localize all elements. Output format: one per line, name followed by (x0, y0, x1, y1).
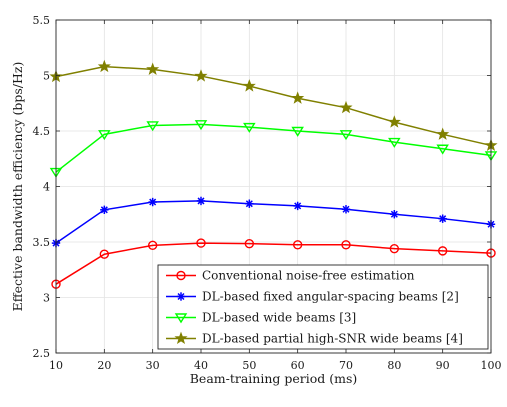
series-2-point (293, 201, 302, 211)
x-tick-label: 40 (194, 359, 208, 372)
legend-marker-3 (174, 313, 188, 324)
y-tick-label: 3.5 (33, 236, 51, 249)
series-4-point (436, 127, 450, 140)
series-1-point (389, 243, 400, 254)
legend-marker-4 (174, 331, 188, 345)
series-2-point (100, 205, 109, 215)
series-1-point (244, 238, 255, 249)
x-tick-label: 30 (146, 359, 160, 372)
x-tick-label: 100 (481, 359, 502, 372)
series-3-point (243, 122, 256, 133)
series-4-point (339, 100, 353, 114)
series-3-point (194, 120, 208, 131)
x-tick-label: 80 (387, 359, 401, 372)
x-tick-label: 50 (242, 359, 256, 372)
legend-label-2: DL-based fixed angular-spacing beams [2] (202, 290, 459, 304)
legend-label-4: DL-based partial high-SNR wide beams [4] (202, 332, 463, 346)
x-tick-label: 90 (436, 359, 450, 372)
series-4-point (97, 59, 111, 73)
series-line-4 (55, 65, 492, 147)
x-tick-label: 20 (97, 359, 111, 372)
legend: Conventional noise-free estimation DL-bas… (157, 264, 489, 350)
series-1-point (341, 240, 351, 250)
series-line-3 (55, 123, 492, 173)
series-4-point (291, 91, 305, 104)
y-axis-title: Effective bandwidth efficiency (bps/Hz) (10, 62, 25, 312)
tick-labels: 10 20 30 40 50 60 70 80 90 100 2.5 3 3.5 4 4.5 5 5.5 (33, 14, 502, 372)
series-4-point (194, 69, 208, 82)
series-2-point (148, 197, 157, 207)
series-2-point (438, 214, 447, 223)
series-4-point (242, 79, 256, 92)
series-lines (55, 65, 492, 285)
x-tick-label: 60 (291, 359, 305, 372)
series-line-1 (55, 242, 492, 285)
x-tick-label: 10 (49, 359, 63, 372)
series-3-point (436, 144, 449, 155)
series-2-point (341, 205, 351, 214)
series-3-point (291, 126, 304, 137)
legend-label-3: DL-based wide beams [3] (202, 311, 356, 325)
legend-marker-1 (176, 270, 186, 281)
y-tick-label: 5 (43, 70, 50, 83)
y-tick-label: 3 (43, 292, 50, 305)
series-1-point (292, 240, 303, 250)
y-tick-label: 4 (43, 181, 50, 194)
legend-label-1: Conventional noise-free estimation (202, 269, 415, 283)
ticks (55, 19, 492, 354)
series-1-point (99, 249, 110, 259)
x-tick-label: 70 (339, 359, 353, 372)
x-axis-title: Beam-training period (ms) (190, 371, 358, 386)
series-3-point (146, 121, 159, 132)
y-tick-label: 4.5 (33, 125, 51, 138)
series-4-point (387, 115, 401, 128)
series-1-point (196, 238, 206, 248)
series-line-2 (55, 200, 492, 244)
series-1-point (147, 240, 158, 251)
series-3-point (339, 130, 353, 141)
y-tick-label: 5.5 (33, 14, 51, 27)
series-2-point (390, 210, 399, 219)
legend-box (157, 264, 489, 350)
legend-marker-2 (176, 292, 186, 301)
series-2-point (196, 196, 206, 206)
series-1-point (437, 246, 448, 256)
y-tick-label: 2.5 (33, 347, 51, 360)
series-4-point (146, 62, 160, 75)
series-3-point (98, 130, 111, 141)
series-3-point (388, 137, 401, 148)
series-2-point (245, 199, 254, 208)
